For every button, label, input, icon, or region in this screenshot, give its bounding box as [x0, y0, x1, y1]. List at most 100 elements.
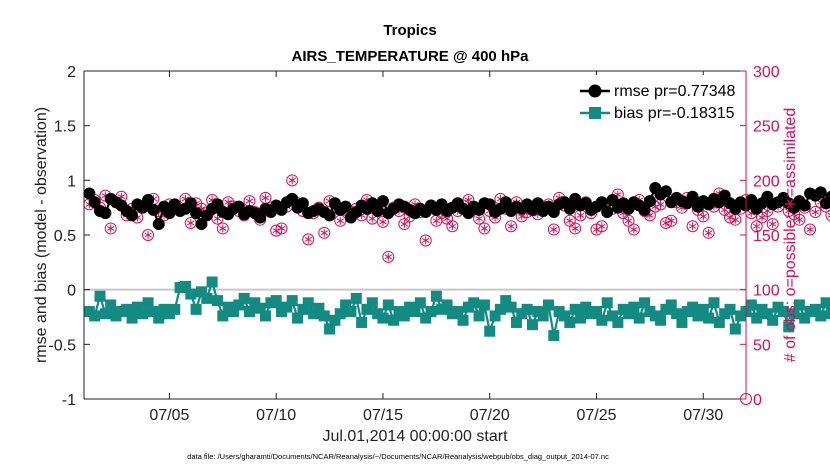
bias-point	[521, 303, 533, 315]
left-tick-label: 0.5	[54, 228, 76, 245]
bias-point	[457, 314, 469, 326]
bias-point	[414, 297, 426, 309]
bias-point	[206, 276, 218, 288]
bias-point	[494, 303, 506, 315]
bias-point	[318, 310, 330, 322]
obs-assimilated-marker	[624, 218, 633, 224]
obs-assimilated-marker	[117, 194, 126, 200]
bias-point	[708, 297, 720, 309]
bias-point	[569, 303, 581, 315]
bias-point	[596, 314, 608, 326]
bias-point	[692, 310, 704, 322]
bias-point	[575, 312, 586, 324]
rmse-point	[499, 196, 512, 209]
bias-point	[377, 312, 389, 324]
obs-assimilated-marker	[464, 197, 473, 203]
obs-point	[766, 218, 779, 231]
x-tick-label: 07/10	[256, 407, 296, 424]
rmse-point	[184, 197, 197, 210]
obs-possible-marker	[547, 223, 560, 236]
bias-point	[676, 316, 688, 328]
obs-possible-marker	[286, 174, 299, 187]
bias-point	[142, 297, 154, 309]
rmse-point	[88, 196, 101, 209]
obs-assimilated-marker	[384, 254, 393, 260]
bias-point	[153, 312, 165, 324]
bias-point	[510, 316, 522, 328]
obs-possible-marker	[505, 220, 518, 233]
bias-point	[751, 312, 763, 324]
obs-possible-marker	[809, 206, 822, 219]
obs-point	[569, 222, 582, 235]
bias-point	[820, 297, 830, 309]
bias-point	[313, 302, 325, 314]
obs-possible-marker	[595, 220, 608, 233]
legend-bias-marker	[589, 107, 601, 119]
left-tick-label: 1	[67, 173, 76, 190]
bias-point	[227, 306, 239, 318]
bias-point	[260, 310, 272, 322]
obs-assimilated-marker	[400, 221, 409, 227]
obs-point	[419, 234, 432, 247]
left-tick-label: 0	[67, 283, 76, 300]
left-axis-ticks: -1 -0.5 0 0.5 1 1.5 2	[48, 64, 90, 409]
left-tick-label: 2	[67, 64, 76, 81]
obs-assimilated-marker	[261, 195, 270, 201]
obs-assimilated-marker	[720, 207, 729, 213]
obs-point	[376, 215, 389, 228]
bias-point	[548, 330, 560, 342]
bias-point	[671, 308, 683, 320]
obs-possible-marker	[766, 218, 779, 231]
bias-point	[126, 312, 138, 324]
obs-assimilated-marker	[224, 199, 232, 205]
obs-point	[665, 214, 678, 227]
bias-point	[238, 292, 250, 304]
left-tick-label: -1	[62, 392, 76, 409]
obs-point	[142, 229, 155, 241]
obs-assimilated-marker	[704, 230, 713, 236]
obs-point	[702, 226, 715, 239]
bias-point	[430, 290, 442, 302]
bias-point	[201, 292, 213, 304]
obs-possible-marker	[793, 213, 806, 226]
obs-point	[382, 250, 395, 263]
obs-point	[804, 223, 817, 236]
rmse-point	[376, 195, 389, 208]
bias-point	[89, 310, 101, 322]
obs-assimilated-marker	[763, 208, 772, 214]
obs-possible-marker	[275, 222, 288, 235]
obs-possible-marker	[697, 210, 710, 223]
bias-series	[83, 276, 830, 342]
bias-point	[473, 310, 485, 322]
bias-point	[452, 306, 464, 318]
rmse-point	[601, 206, 614, 219]
bias-point	[137, 308, 149, 320]
obs-assimilated-marker	[550, 227, 558, 232]
right-tick-label: 150	[753, 228, 780, 245]
obs-point	[627, 223, 640, 236]
bias-point	[441, 299, 453, 311]
bias-point	[623, 308, 635, 320]
bias-point	[169, 303, 181, 315]
bias-point	[356, 316, 368, 328]
bias-point	[478, 299, 490, 311]
bias-point	[254, 302, 266, 314]
bias-point	[302, 297, 314, 309]
bias-point	[211, 295, 223, 307]
bias-point	[105, 299, 117, 311]
obs-assimilated-marker	[277, 226, 286, 231]
bias-point	[639, 297, 651, 309]
bias-point	[665, 299, 677, 311]
obs-point	[750, 220, 763, 233]
obs-assimilated-marker	[448, 223, 457, 229]
bias-point	[815, 310, 827, 322]
obs-assimilated-marker	[320, 230, 328, 236]
obs-point	[275, 222, 288, 235]
obs-possible-marker	[104, 222, 117, 235]
bias-point	[793, 299, 805, 311]
obs-possible-marker	[627, 223, 640, 236]
obs-assimilated-marker	[747, 210, 756, 216]
obs-assimilated-marker	[443, 216, 451, 222]
bias-point	[217, 310, 229, 322]
rmse-point	[99, 207, 112, 220]
